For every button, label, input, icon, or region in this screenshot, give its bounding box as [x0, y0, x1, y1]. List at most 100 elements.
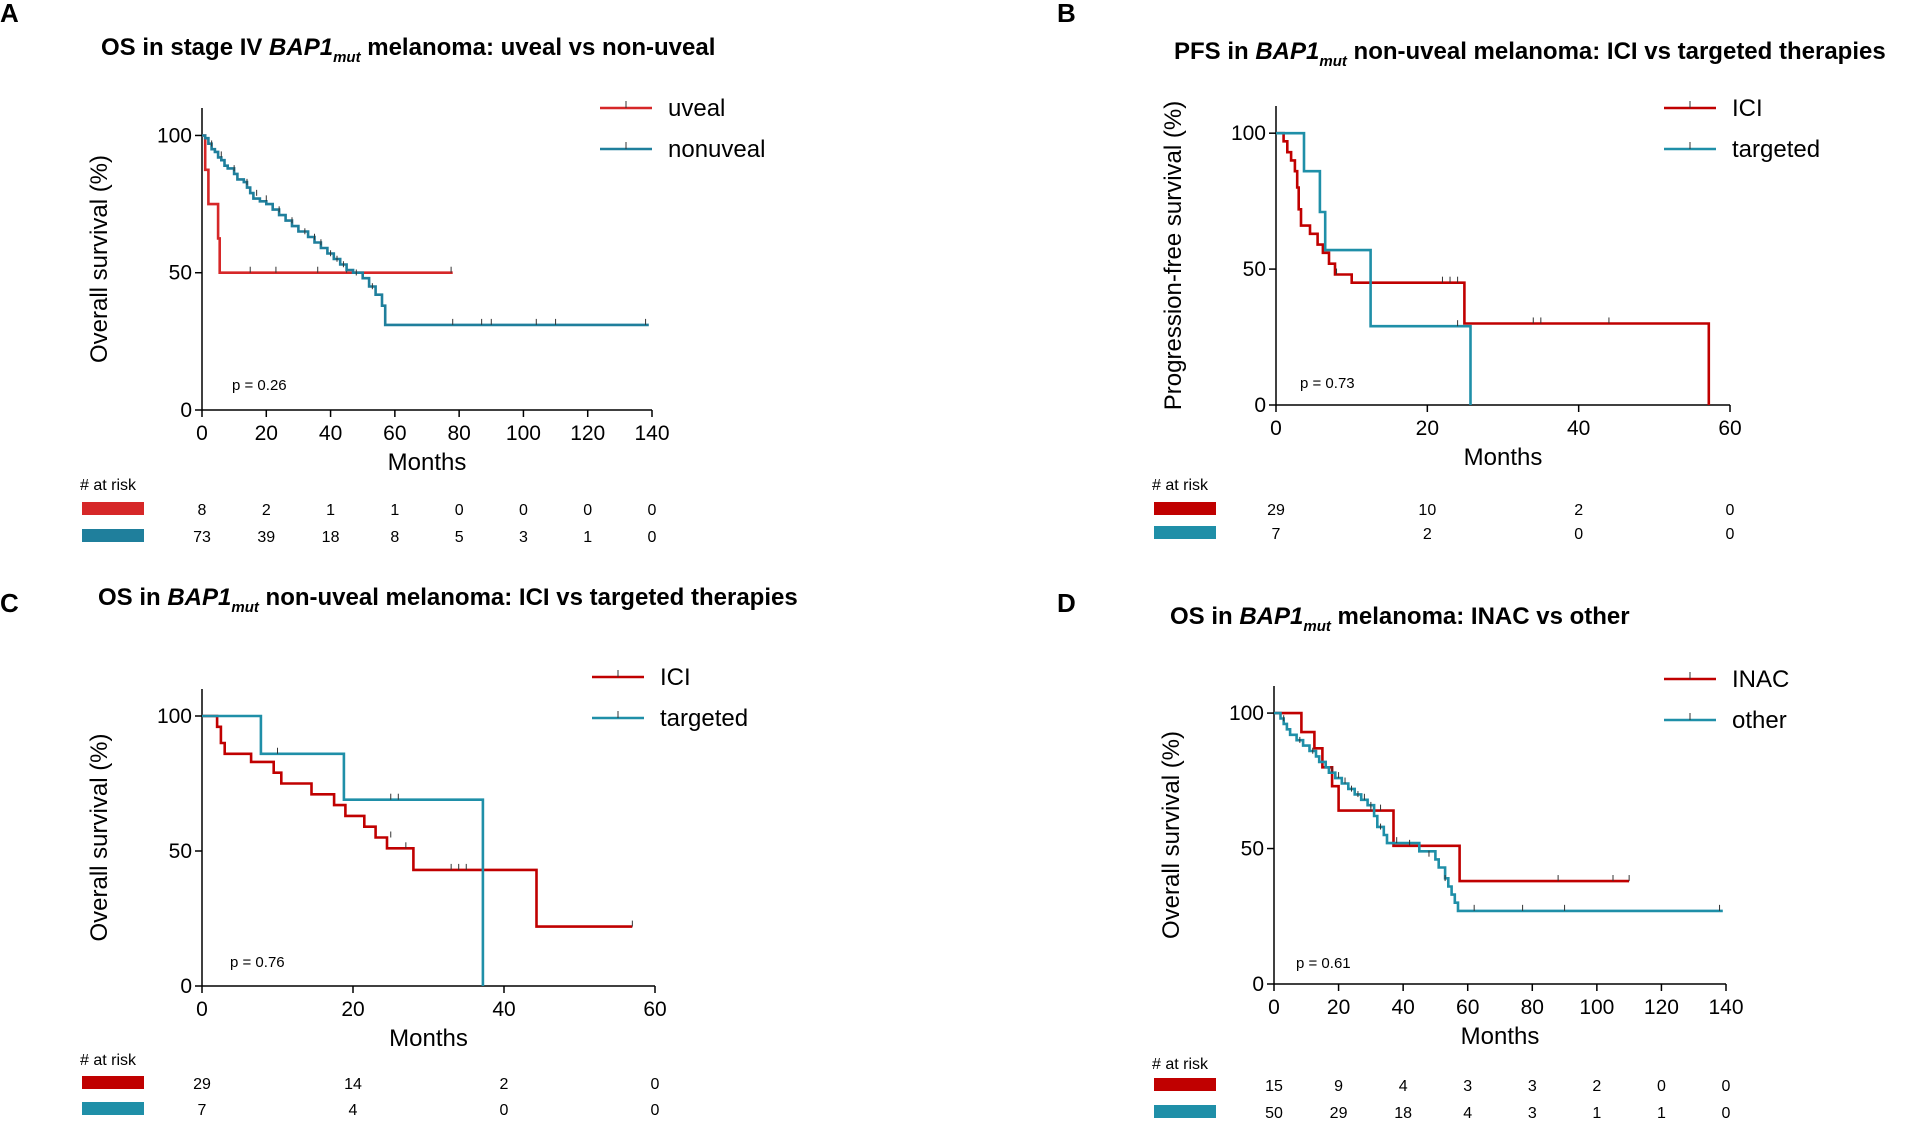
- title-subscript: mut: [1319, 53, 1348, 70]
- risk-swatch: [1154, 1078, 1216, 1091]
- legend-label-ici: ICI: [1732, 95, 1763, 122]
- risk-swatch: [1154, 1105, 1216, 1118]
- x-tick-label: 40: [1567, 417, 1590, 440]
- risk-count: 0: [519, 502, 528, 519]
- p-value: p = 0.76: [230, 954, 285, 971]
- x-axis-title: Months: [388, 449, 467, 476]
- risk-count: 2: [1592, 1078, 1601, 1095]
- risk-count: 9: [1334, 1078, 1343, 1095]
- x-tick-label: 20: [1416, 417, 1439, 440]
- y-tick-label: 0: [180, 975, 192, 998]
- risk-count: 14: [344, 1076, 362, 1093]
- risk-count: 2: [1574, 502, 1583, 519]
- risk-count: 39: [257, 529, 275, 546]
- x-tick-label: 100: [506, 422, 541, 445]
- title-text: OS in stage IV: [101, 34, 269, 61]
- y-tick-label: 100: [1229, 702, 1264, 725]
- y-tick-label: 50: [169, 262, 192, 285]
- title-text: OS in: [98, 584, 167, 611]
- km-curve-inac: [1274, 711, 1630, 883]
- risk-count: 0: [651, 1076, 660, 1093]
- risk-count: 18: [322, 529, 340, 546]
- legend-label-other: other: [1732, 707, 1787, 734]
- risk-count: 0: [1722, 1078, 1731, 1095]
- risk-count: 7: [1272, 526, 1281, 543]
- x-tick-label: 20: [255, 422, 278, 445]
- risk-count: 0: [500, 1102, 509, 1119]
- y-tick-label: 100: [157, 705, 192, 728]
- km-curve-targeted: [1276, 131, 1472, 405]
- x-tick-label: 20: [341, 998, 364, 1021]
- risk-count: 7: [198, 1102, 207, 1119]
- risk-count: 0: [651, 1102, 660, 1119]
- risk-count: 10: [1418, 502, 1436, 519]
- risk-header: # at risk: [1152, 1056, 1209, 1073]
- title-subscript: mut: [333, 49, 362, 66]
- title-text: non-uveal melanoma: ICI vs targeted ther…: [259, 584, 798, 611]
- panel-c: C OS in BAP1mut non-uveal melanoma: ICI v…: [0, 584, 798, 1119]
- risk-count: 0: [1722, 1105, 1731, 1122]
- x-axis-title: Months: [1464, 444, 1543, 471]
- x-tick-label: 40: [319, 422, 342, 445]
- x-tick-label: 0: [1270, 417, 1282, 440]
- risk-count: 4: [349, 1102, 358, 1119]
- risk-count: 0: [1657, 1078, 1666, 1095]
- title-gene: BAP1: [269, 34, 333, 61]
- title-text: PFS in: [1174, 38, 1255, 65]
- title-subscript: mut: [1303, 618, 1332, 635]
- y-tick-label: 0: [1252, 973, 1264, 996]
- panel-letter: D: [1057, 588, 1076, 618]
- p-value: p = 0.73: [1300, 375, 1355, 392]
- x-tick-label: 20: [1327, 996, 1350, 1019]
- risk-count: 29: [1330, 1105, 1348, 1122]
- panel-a: A OS in stage IV BAP1mut melanoma: uveal …: [0, 0, 765, 546]
- risk-count: 73: [193, 529, 211, 546]
- risk-count: 1: [326, 502, 335, 519]
- title-gene: BAP1: [167, 584, 231, 611]
- risk-count: 0: [1726, 526, 1735, 543]
- p-value: p = 0.61: [1296, 955, 1351, 972]
- risk-count: 4: [1399, 1078, 1408, 1095]
- x-tick-label: 120: [1644, 996, 1679, 1019]
- risk-count: 50: [1265, 1105, 1283, 1122]
- risk-count: 29: [1267, 502, 1285, 519]
- y-tick-label: 0: [1254, 394, 1266, 417]
- risk-count: 3: [1528, 1105, 1537, 1122]
- y-tick-label: 50: [1241, 838, 1264, 861]
- km-curve-ici: [1276, 131, 1711, 405]
- x-tick-label: 100: [1579, 996, 1614, 1019]
- risk-count: 0: [648, 502, 657, 519]
- risk-count: 5: [455, 529, 464, 546]
- risk-count: 2: [500, 1076, 509, 1093]
- x-tick-label: 40: [492, 998, 515, 1021]
- risk-swatch: [1154, 526, 1216, 539]
- risk-count: 3: [1528, 1078, 1537, 1095]
- x-tick-label: 140: [634, 422, 669, 445]
- risk-count: 3: [1463, 1078, 1472, 1095]
- y-tick-label: 50: [169, 840, 192, 863]
- risk-count: 0: [455, 502, 464, 519]
- risk-count: 1: [1592, 1105, 1601, 1122]
- risk-count: 1: [390, 502, 399, 519]
- risk-header: # at risk: [80, 477, 137, 494]
- legend-label-targeted: targeted: [1732, 136, 1820, 163]
- risk-count: 1: [1657, 1105, 1666, 1122]
- x-tick-label: 60: [643, 998, 666, 1021]
- chart-title: PFS in BAP1mut non-uveal melanoma: ICI v…: [1174, 38, 1886, 70]
- risk-count: 1: [583, 529, 592, 546]
- x-tick-label: 40: [1391, 996, 1414, 1019]
- x-tick-label: 60: [1456, 996, 1479, 1019]
- risk-swatch: [82, 529, 144, 542]
- risk-count: 4: [1463, 1105, 1472, 1122]
- km-curve-uveal: [202, 134, 453, 274]
- x-tick-label: 60: [383, 422, 406, 445]
- x-tick-label: 80: [1521, 996, 1544, 1019]
- risk-count: 2: [262, 502, 271, 519]
- panel-d: D OS in BAP1mut melanoma: INAC vs other 0 2…: [1057, 588, 1789, 1122]
- x-tick-label: 60: [1718, 417, 1741, 440]
- legend-label-uveal: uveal: [668, 95, 725, 122]
- y-axis-title: Overall survival (%): [1158, 731, 1185, 939]
- legend-label-inac: INAC: [1732, 666, 1789, 693]
- risk-count: 0: [583, 502, 592, 519]
- y-tick-label: 50: [1243, 258, 1266, 281]
